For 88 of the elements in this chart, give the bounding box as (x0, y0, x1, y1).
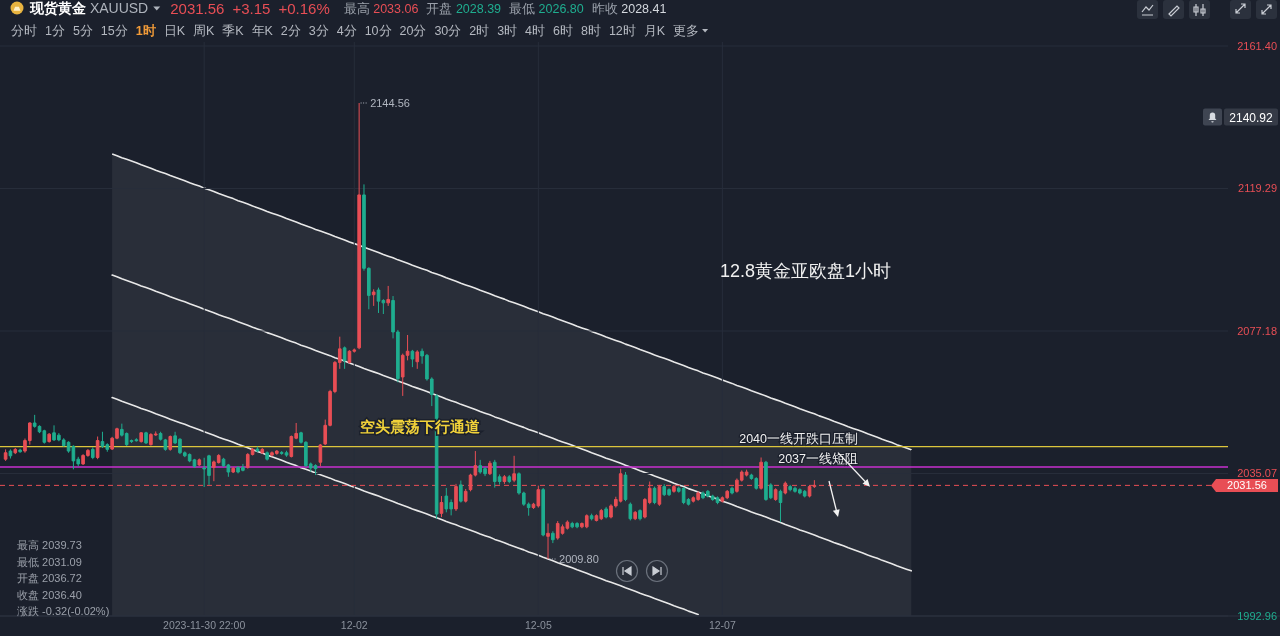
candlestick (371, 288, 376, 307)
candlestick (565, 519, 570, 531)
candlestick (134, 437, 139, 443)
candlestick (551, 530, 555, 544)
candlestick (284, 450, 289, 458)
candlestick (652, 486, 657, 505)
candlestick (347, 349, 352, 364)
y-tick-label: 2119.29 (1238, 182, 1277, 195)
text: 12.8黄金亚欧盘1小时 (720, 261, 892, 281)
candlestick (415, 349, 420, 370)
candlestick (541, 487, 545, 537)
candlestick (18, 448, 22, 454)
annotation: 2144.56 (370, 96, 410, 109)
annotation: 2009.80 (559, 553, 599, 566)
ref-line-label: 2037一线短阻 (778, 451, 858, 466)
ref-line-label: 2040一线开跌口压制 (739, 431, 858, 446)
candlestick (584, 513, 589, 529)
candlestick (410, 349, 415, 368)
y-tick-label: 2077.18 (1237, 324, 1277, 337)
x-tick-label: 12-07 (708, 619, 736, 631)
candlestick (444, 487, 449, 513)
candlestick (570, 521, 575, 529)
candlestick (376, 287, 381, 314)
candlestick (512, 455, 516, 483)
candlestick (8, 448, 13, 460)
candlestick (802, 489, 807, 498)
candlestick (459, 480, 463, 503)
candlestick (95, 436, 100, 460)
candlestick (197, 458, 202, 467)
candlestick (773, 487, 778, 502)
candlestick (279, 450, 284, 456)
candlestick (342, 346, 347, 370)
candlestick (231, 466, 236, 474)
x-tick-label: 12-02 (340, 619, 368, 631)
candlestick (100, 431, 105, 449)
header: 现货黄金 XAUUSD 2031.56 +3.15 +0.16% 最高 2033.06 开盘 2028.39 最低 2026.80 昨收 2028.41 分时 1分 5分 15分 1时 日K 周K 季K 年K 2分 3分 4分 10分 20分 30分 2时 3时 4时 6时 8时 12时 月K 更多 (10, 0, 709, 38)
candlestick (546, 522, 550, 560)
text: 收盘 2036.40 (17, 588, 82, 601)
candlestick (589, 513, 594, 521)
candlestick (139, 431, 144, 444)
candlestick (488, 460, 492, 476)
text: 开盘 2036.72 (17, 572, 82, 584)
candlestick (710, 494, 715, 502)
candlestick (13, 447, 18, 455)
candlestick (604, 506, 608, 519)
chart-subtitle: 现货黄金 XAUUSD (29, 0, 149, 16)
y-tick-label: 2035.07 (1237, 467, 1277, 480)
candlestick (260, 447, 265, 455)
candlestick (730, 486, 734, 495)
line-series (111, 396, 699, 616)
candlestick (594, 513, 599, 522)
text: 涨跌 -0.32(-0.02%) (17, 605, 110, 617)
candlestick (313, 463, 318, 476)
y-tick-label: 1992.96 (1237, 609, 1277, 622)
candlestick (628, 502, 633, 521)
candlestick (386, 285, 390, 307)
candlestick (778, 489, 783, 523)
text: 最低 2031.09 (17, 555, 82, 568)
candlestick (536, 485, 541, 509)
x-tick-label: 2023-11-30 22:00 (163, 619, 246, 631)
candlestick (463, 488, 468, 503)
marker-label: 2009.80 (549, 553, 599, 565)
candlestick (144, 431, 148, 445)
candlestick (32, 414, 37, 429)
candlestick (42, 429, 47, 445)
candlestick (3, 448, 8, 462)
candlestick (691, 495, 696, 503)
candlestick (357, 102, 361, 350)
candlestick (90, 446, 95, 460)
candlestick (439, 495, 444, 518)
y-tick-label: 2161.40 (1237, 39, 1277, 52)
candlestick (71, 444, 76, 470)
candlestick (633, 510, 637, 521)
candlestick (265, 450, 269, 462)
candlestick (255, 446, 260, 453)
ref-line-label: 2031.56 (1227, 479, 1267, 492)
candlestick (168, 435, 173, 452)
candlestick (662, 483, 667, 497)
x-tick-label: 12-05 (524, 619, 552, 631)
candlestick (638, 508, 642, 521)
candlestick (478, 459, 483, 475)
candlestick (507, 474, 512, 484)
candlestick (560, 524, 565, 536)
marker-label: 2144.56 (360, 97, 410, 109)
text: 最高 2039.73 (17, 539, 82, 551)
candlestick (681, 486, 686, 505)
candlestick (715, 495, 720, 505)
candlestick (47, 432, 51, 444)
